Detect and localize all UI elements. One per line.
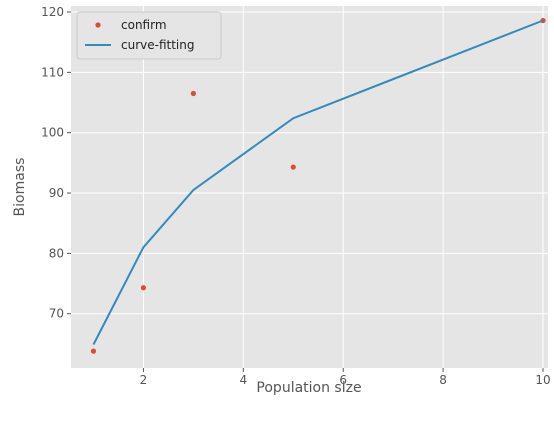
confirm-point [140, 285, 147, 291]
series-layer [90, 17, 546, 354]
y-tick-label: 120 [41, 5, 64, 19]
y-tick-label: 110 [41, 65, 64, 79]
confirm-point [190, 90, 196, 97]
legend-label: confirm [121, 18, 167, 32]
x-tick-label: 6 [339, 373, 347, 387]
x-axis-title: Population size [256, 380, 361, 396]
x-tick-label: 2 [140, 373, 148, 387]
legend-label: curve-fitting [121, 38, 194, 52]
y-tick-label: 80 [49, 246, 64, 260]
legend: confirm curve-fitting [76, 11, 222, 60]
x-tick-label: 10 [535, 373, 550, 387]
y-tick-label: 70 [49, 307, 64, 321]
confirm-point [290, 164, 296, 170]
legend-box [76, 11, 222, 60]
legend-marker-swatch [95, 22, 101, 28]
y-tick-label: 90 [49, 186, 64, 200]
axis-ticks: 2 4 6 8 10 70 80 90 100 110 120 [41, 5, 551, 387]
x-tick-label: 8 [439, 373, 447, 387]
y-axis-title: Biomass [12, 158, 28, 217]
confirm-point [90, 348, 97, 354]
y-tick-label: 100 [41, 126, 64, 140]
x-tick-label: 4 [239, 373, 247, 387]
plot-background [71, 6, 548, 368]
grid-lines [71, 6, 548, 368]
curve-fitting-line [92, 19, 544, 345]
